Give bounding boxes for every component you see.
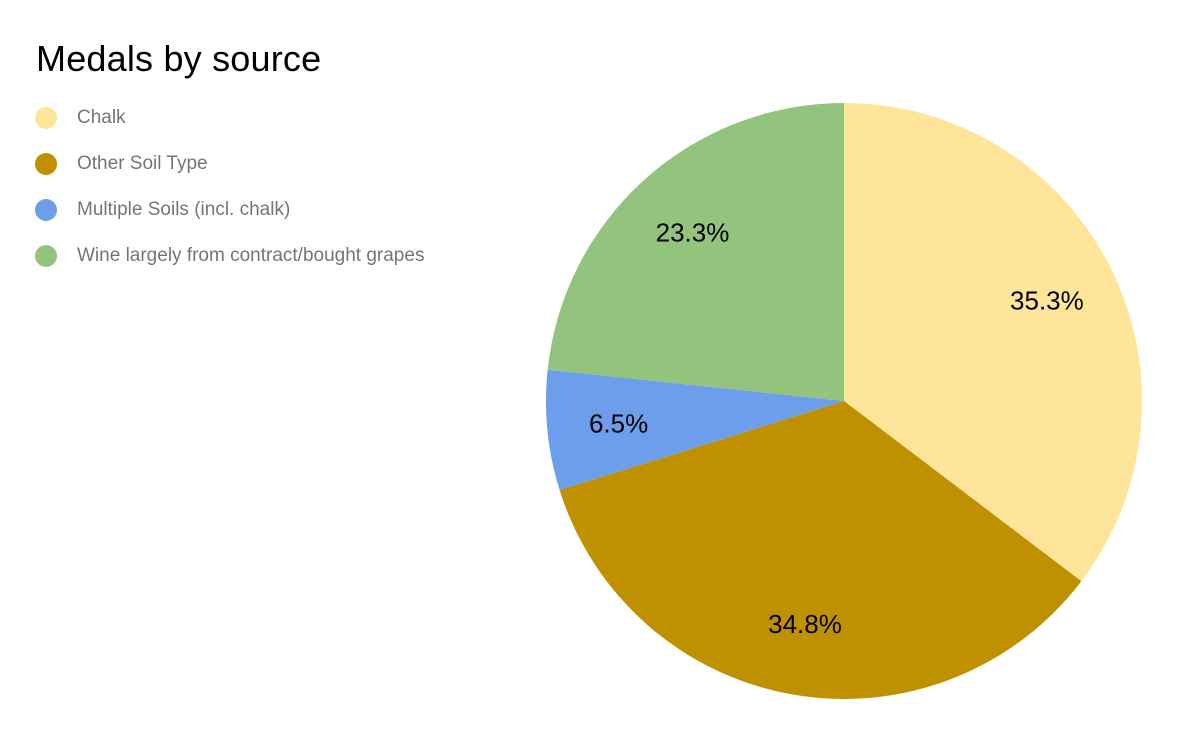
pie-slice-chalk[interactable] [844, 103, 1142, 582]
chart-title: Medals by source [36, 38, 322, 79]
legend-item-label: Other Soil Type [77, 153, 208, 174]
legend-swatch-icon [35, 245, 57, 267]
legend: Chalk Other Soil Type Multiple Soils (in… [35, 107, 424, 267]
legend-item-multiple-soils[interactable]: Multiple Soils (incl. chalk) [35, 199, 424, 221]
legend-swatch-icon [35, 107, 57, 129]
legend-item-wine-contract-grapes[interactable]: Wine largely from contract/bought grapes [35, 245, 424, 267]
legend-item-chalk[interactable]: Chalk [35, 107, 424, 129]
legend-item-label: Multiple Soils (incl. chalk) [77, 199, 291, 220]
legend-item-label: Wine largely from contract/bought grapes [77, 245, 425, 266]
legend-swatch-icon [35, 199, 57, 221]
pie-slice-multiple-soils-incl-chalk[interactable] [545, 369, 844, 491]
legend-swatch-icon [35, 153, 57, 175]
legend-item-label: Chalk [77, 107, 126, 128]
pie-slice-other-soil-type[interactable] [559, 401, 1082, 699]
pie-slice-wine-largely-from-contract-bought-grapes[interactable] [547, 103, 844, 401]
legend-item-other-soil-type[interactable]: Other Soil Type [35, 153, 424, 175]
